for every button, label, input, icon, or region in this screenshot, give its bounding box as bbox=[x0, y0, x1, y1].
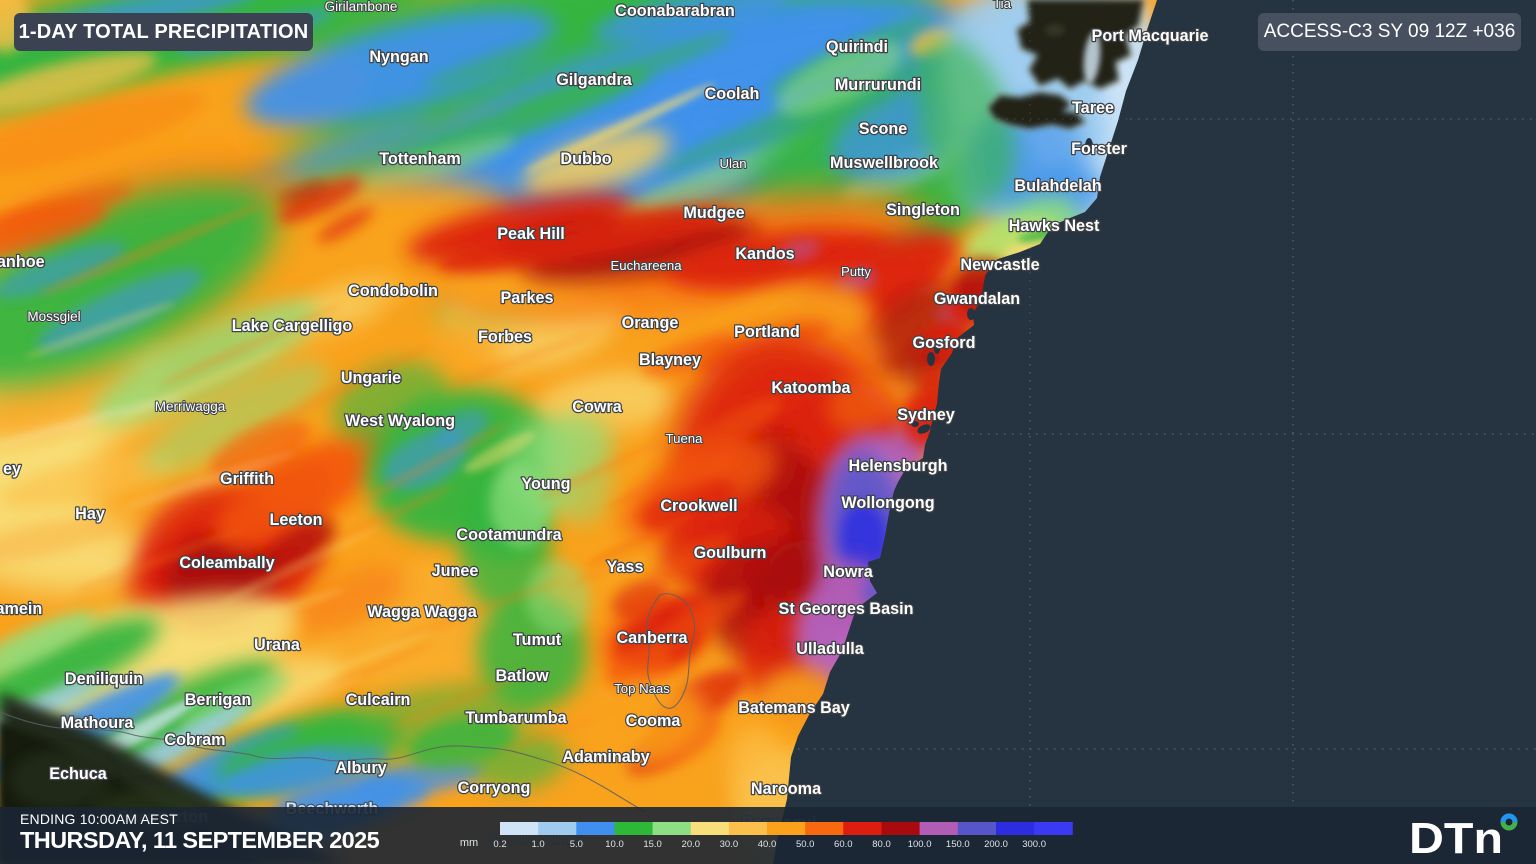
svg-text:5.0: 5.0 bbox=[570, 839, 583, 850]
svg-text:Tia: Tia bbox=[993, 0, 1011, 11]
svg-text:Gilgandra: Gilgandra bbox=[556, 71, 633, 89]
svg-text:Portland: Portland bbox=[734, 323, 800, 341]
svg-text:Culcairn: Culcairn bbox=[346, 691, 411, 709]
svg-text:Tumbarumba: Tumbarumba bbox=[465, 709, 567, 727]
svg-text:Taree: Taree bbox=[1072, 99, 1114, 117]
svg-text:Wagga Wagga: Wagga Wagga bbox=[367, 603, 477, 621]
svg-text:Canberra: Canberra bbox=[616, 629, 688, 647]
svg-text:Parkes: Parkes bbox=[500, 289, 553, 307]
svg-text:20.0: 20.0 bbox=[682, 839, 701, 850]
svg-text:Forbes: Forbes bbox=[478, 328, 532, 346]
svg-text:Coolah: Coolah bbox=[705, 85, 760, 103]
svg-text:Ungarie: Ungarie bbox=[341, 369, 401, 387]
svg-text:15.0: 15.0 bbox=[643, 839, 662, 850]
svg-text:Coonabarabran: Coonabarabran bbox=[615, 2, 735, 20]
svg-text:Ulan: Ulan bbox=[719, 156, 746, 171]
svg-text:Euchareena: Euchareena bbox=[610, 258, 682, 273]
svg-text:West Wyalong: West Wyalong bbox=[345, 412, 455, 430]
svg-text:Wollongong: Wollongong bbox=[841, 494, 934, 512]
svg-text:Leeton: Leeton bbox=[269, 511, 322, 529]
svg-text:ey: ey bbox=[3, 460, 21, 478]
svg-text:Young: Young bbox=[521, 475, 570, 493]
svg-text:mm: mm bbox=[460, 837, 478, 849]
svg-text:50.0: 50.0 bbox=[796, 839, 815, 850]
svg-text:30.0: 30.0 bbox=[720, 839, 739, 850]
svg-text:Girilambone: Girilambone bbox=[325, 0, 398, 14]
svg-text:Orange: Orange bbox=[622, 314, 679, 332]
svg-text:Batemans Bay: Batemans Bay bbox=[738, 699, 850, 717]
svg-text:Tuena: Tuena bbox=[666, 431, 704, 446]
svg-text:Goulburn: Goulburn bbox=[694, 544, 767, 562]
svg-text:60.0: 60.0 bbox=[834, 839, 853, 850]
svg-text:Top Naas: Top Naas bbox=[614, 681, 670, 696]
svg-text:Sydney: Sydney bbox=[897, 406, 955, 424]
svg-text:Dubbo: Dubbo bbox=[560, 150, 611, 168]
svg-text:Scone: Scone bbox=[859, 120, 908, 138]
svg-text:Merriwagga: Merriwagga bbox=[155, 399, 226, 414]
svg-text:Cooma: Cooma bbox=[626, 712, 682, 730]
svg-text:Forster: Forster bbox=[1071, 140, 1127, 158]
svg-text:Adaminaby: Adaminaby bbox=[562, 748, 649, 766]
svg-text:Batlow: Batlow bbox=[495, 667, 548, 685]
svg-text:Nyngan: Nyngan bbox=[369, 48, 428, 66]
svg-text:St Georges Basin: St Georges Basin bbox=[779, 600, 914, 618]
svg-text:Narooma: Narooma bbox=[751, 780, 822, 798]
svg-text:Coleambally: Coleambally bbox=[179, 554, 274, 572]
svg-text:Gwandalan: Gwandalan bbox=[934, 290, 1020, 308]
svg-text:Putty: Putty bbox=[841, 264, 871, 279]
svg-text:Nowra: Nowra bbox=[823, 563, 873, 581]
svg-text:Quirindi: Quirindi bbox=[826, 38, 888, 56]
svg-text:Cowra: Cowra bbox=[572, 398, 622, 416]
svg-text:0.2: 0.2 bbox=[493, 839, 506, 850]
svg-text:Hay: Hay bbox=[75, 505, 105, 523]
svg-text:Cobram: Cobram bbox=[164, 731, 225, 749]
svg-text:Urana: Urana bbox=[254, 636, 301, 654]
svg-text:Ivanhoe: Ivanhoe bbox=[0, 253, 45, 271]
svg-text:Blayney: Blayney bbox=[639, 351, 701, 369]
svg-text:Berrigan: Berrigan bbox=[185, 691, 252, 709]
svg-text:DTn: DTn bbox=[1409, 814, 1503, 863]
svg-text:200.0: 200.0 bbox=[984, 839, 1008, 850]
svg-text:Helensburgh: Helensburgh bbox=[849, 457, 948, 475]
svg-text:Tumut: Tumut bbox=[513, 631, 562, 649]
svg-text:Newcastle: Newcastle bbox=[960, 256, 1039, 274]
svg-text:Port Macquarie: Port Macquarie bbox=[1092, 27, 1209, 45]
svg-text:10.0: 10.0 bbox=[605, 839, 624, 850]
svg-text:100.0: 100.0 bbox=[908, 839, 932, 850]
svg-text:Condobolin: Condobolin bbox=[348, 282, 438, 300]
svg-text:Mossgiel: Mossgiel bbox=[27, 309, 80, 324]
svg-text:Bulahdelah: Bulahdelah bbox=[1014, 177, 1101, 195]
svg-text:Murrurundi: Murrurundi bbox=[835, 76, 921, 94]
svg-text:300.0: 300.0 bbox=[1022, 839, 1046, 850]
svg-text:Mudgee: Mudgee bbox=[683, 204, 744, 222]
svg-text:Crookwell: Crookwell bbox=[660, 497, 737, 515]
svg-text:1.0: 1.0 bbox=[531, 839, 544, 850]
svg-text:Moulamein: Moulamein bbox=[0, 600, 42, 618]
svg-text:150.0: 150.0 bbox=[946, 839, 970, 850]
svg-text:Lake Cargelligo: Lake Cargelligo bbox=[232, 317, 353, 335]
svg-text:Peak Hill: Peak Hill bbox=[497, 225, 565, 243]
svg-text:Yass: Yass bbox=[607, 558, 644, 576]
svg-text:Ulladulla: Ulladulla bbox=[796, 640, 864, 658]
svg-text:Junee: Junee bbox=[432, 562, 479, 580]
svg-text:Muswellbrook: Muswellbrook bbox=[830, 154, 939, 172]
svg-text:Deniliquin: Deniliquin bbox=[65, 670, 143, 688]
svg-text:Gosford: Gosford bbox=[913, 334, 976, 352]
svg-text:Singleton: Singleton bbox=[886, 201, 960, 219]
svg-text:Mathoura: Mathoura bbox=[61, 714, 135, 732]
svg-text:80.0: 80.0 bbox=[872, 839, 891, 850]
svg-text:Cootamundra: Cootamundra bbox=[456, 526, 562, 544]
svg-text:Kandos: Kandos bbox=[735, 245, 794, 263]
svg-text:Tottenham: Tottenham bbox=[379, 150, 461, 168]
svg-text:40.0: 40.0 bbox=[758, 839, 777, 850]
svg-text:Griffith: Griffith bbox=[220, 470, 274, 488]
svg-text:Katoomba: Katoomba bbox=[771, 379, 851, 397]
svg-text:Corryong: Corryong bbox=[458, 779, 531, 797]
svg-text:Hawks Nest: Hawks Nest bbox=[1009, 217, 1100, 235]
svg-text:Echuca: Echuca bbox=[49, 765, 108, 783]
svg-text:Albury: Albury bbox=[335, 759, 386, 777]
